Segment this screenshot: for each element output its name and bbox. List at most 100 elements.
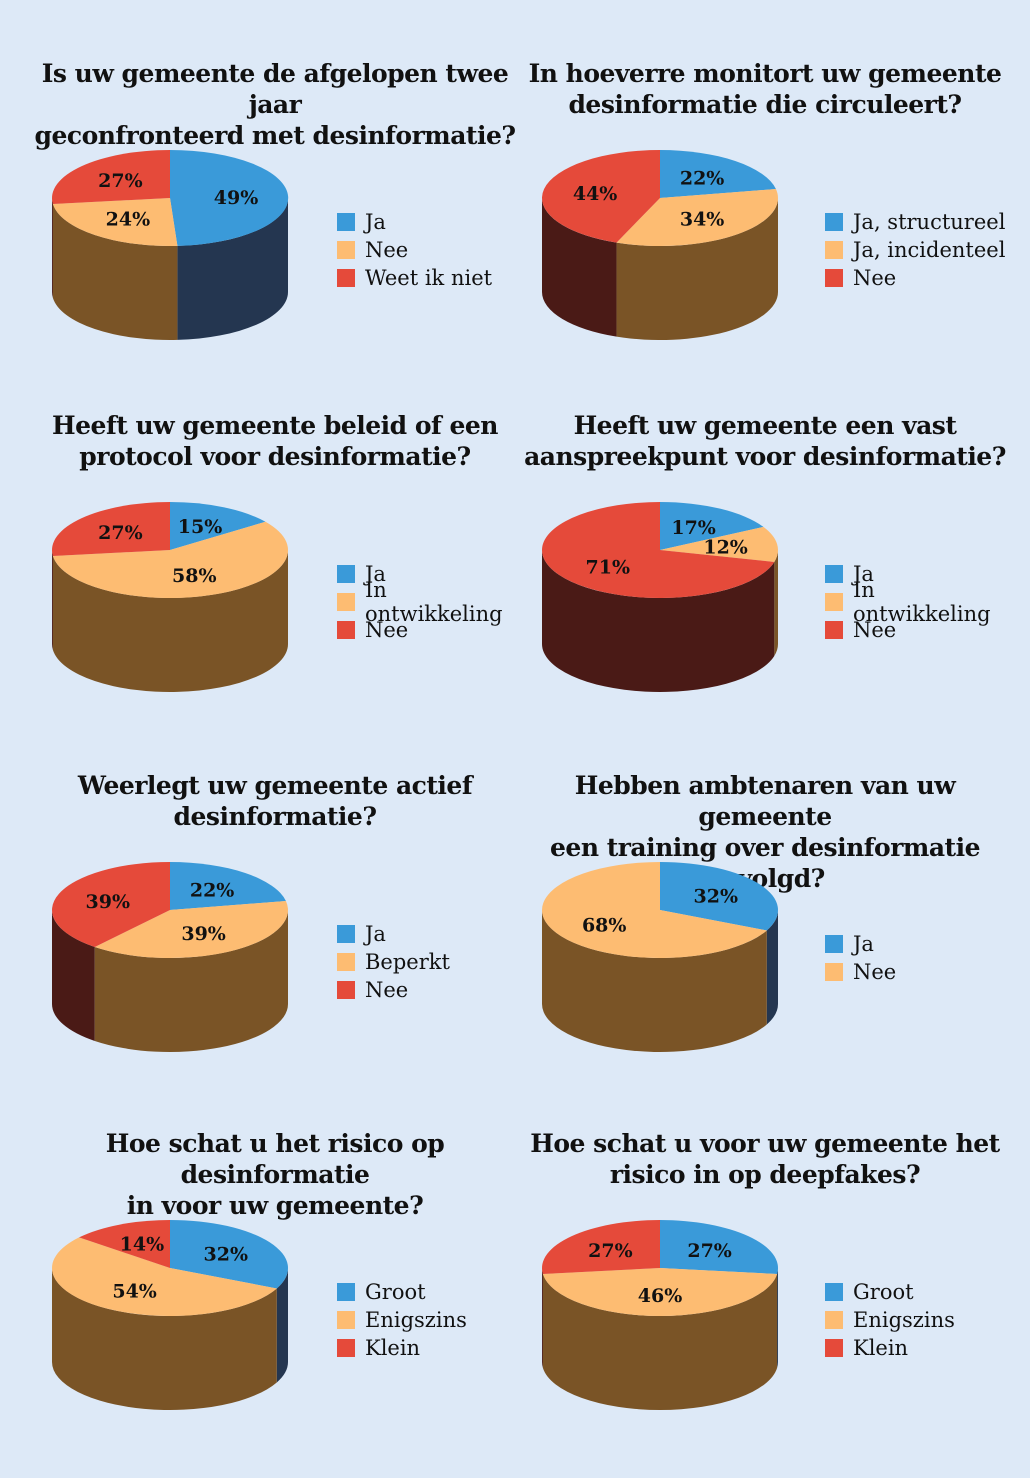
- slice-value-label: 44%: [573, 183, 618, 205]
- legend-label: In ontwikkeling: [853, 578, 991, 626]
- legend-swatch: [825, 213, 843, 231]
- chart-title-line: In hoeverre monitort uw gemeente: [528, 59, 1002, 88]
- chart-legend: Ja Nee: [825, 930, 896, 986]
- legend-item: Ja, incidenteel: [825, 236, 1005, 264]
- chart-title-line: desinformatie?: [173, 802, 378, 831]
- legend-label: Klein: [365, 1336, 421, 1360]
- legend-label: Ja: [365, 210, 386, 234]
- pie-side-nee: [542, 198, 617, 337]
- legend-label: Enigszins: [853, 1308, 955, 1332]
- legend-label: Ja: [365, 922, 386, 946]
- pie-slice-nee: [52, 862, 170, 947]
- pie-slice-nee: [542, 862, 767, 958]
- chart-title-line: Is uw gemeente de afgelopen twee jaar: [41, 59, 509, 119]
- legend-item: Nee: [825, 616, 1015, 644]
- pie-slice-groot: [170, 1220, 289, 1289]
- chart-title: Weerlegt uw gemeente actief desinformatie…: [25, 770, 525, 832]
- chart-title-line: geconfronteerd met desinformatie?: [34, 121, 516, 150]
- legend-item: Ja: [337, 208, 492, 236]
- legend-label: Klein: [853, 1336, 909, 1360]
- legend-swatch: [337, 1339, 355, 1357]
- chart-legend: Ja, structureel Ja, incidenteel Nee: [825, 208, 1005, 292]
- legend-label: In ontwikkeling: [365, 578, 503, 626]
- chart-legend: Ja In ontwikkeling Nee: [337, 560, 525, 644]
- chart-legend: Groot Enigszins Klein: [825, 1278, 955, 1362]
- legend-item: In ontwikkeling: [825, 578, 1015, 626]
- pie-side-beperkt: [94, 910, 288, 1052]
- legend-label: Nee: [365, 238, 409, 262]
- legend-swatch: [825, 1339, 843, 1357]
- pie-chart: 32% 68%: [542, 862, 779, 1053]
- legend-label: Ja, incidenteel: [853, 238, 1006, 262]
- legend-item: Nee: [337, 236, 492, 264]
- pie-slice-ja-incidenteel: [616, 189, 778, 247]
- legend-swatch: [337, 981, 355, 999]
- pie-side-klein: [542, 1268, 543, 1369]
- legend-label: Ja, structureel: [853, 210, 1006, 234]
- chart-title: Hoe schat u voor uw gemeente het risico i…: [515, 1128, 1015, 1190]
- legend-swatch: [825, 963, 843, 981]
- chart-title-line: desinformatie die circuleert?: [568, 90, 962, 119]
- slice-value-label: 34%: [680, 209, 725, 231]
- legend-swatch: [337, 1283, 355, 1301]
- chart-panel: Weerlegt uw gemeente actief desinformatie…: [25, 770, 525, 1110]
- chart-panel: Heeft uw gemeente een vast aanspreekpunt …: [515, 410, 1015, 750]
- legend-item: Groot: [825, 1278, 955, 1306]
- legend-label: Nee: [365, 618, 409, 642]
- legend-swatch: [337, 241, 355, 259]
- chart-title-line: Heeft uw gemeente beleid of een: [52, 411, 498, 440]
- legend-item: Klein: [825, 1334, 955, 1362]
- pie-slice-weet-ik-niet: [51, 150, 170, 205]
- pie-slice-nee: [541, 502, 775, 598]
- legend-swatch: [337, 621, 355, 639]
- pie-slice-ja-structureel: [660, 150, 776, 198]
- pie-side-groot: [777, 1268, 778, 1369]
- slice-value-label: 22%: [680, 167, 725, 189]
- legend-swatch: [337, 1311, 355, 1329]
- pie-chart: 32% 54% 14%: [52, 1220, 289, 1411]
- chart-panel: In hoeverre monitort uw gemeente desinfor…: [515, 58, 1015, 398]
- legend-label: Nee: [853, 960, 897, 984]
- pie-side-nee: [52, 550, 53, 651]
- pie-slice-enigszins: [52, 1237, 277, 1316]
- pie-slice-nee: [51, 502, 170, 557]
- chart-title: Is uw gemeente de afgelopen twee jaar gec…: [25, 58, 525, 151]
- pie-slice-in-ontwikkeling: [52, 521, 289, 599]
- chart-title-line: Heeft uw gemeente een vast: [573, 411, 957, 440]
- legend-swatch: [825, 1283, 843, 1301]
- chart-legend: Ja Beperkt Nee: [337, 920, 450, 1004]
- legend-label: Weet ik niet: [365, 266, 493, 290]
- slice-value-label: 14%: [120, 1234, 165, 1256]
- pie-chart: 17%12% 71%: [541, 502, 778, 692]
- chart-title: Hoe schat u het risico op desinformatie i…: [25, 1128, 525, 1221]
- slice-value-label: 39%: [86, 891, 130, 913]
- legend-item: Beperkt: [337, 948, 450, 976]
- slice-value-label: 27%: [588, 1240, 633, 1262]
- pie-chart: 15% 58% 27%: [51, 502, 289, 693]
- legend-item: Nee: [337, 976, 450, 1004]
- chart-title-line: Hoe schat u het risico op desinformatie: [105, 1129, 445, 1189]
- legend-item: Ja: [337, 920, 450, 948]
- slice-value-label: 39%: [181, 923, 226, 945]
- slice-value-label: 58%: [172, 565, 217, 587]
- pie-side-nee: [542, 550, 775, 692]
- pie-slice-groot: [660, 1220, 779, 1275]
- pie-slice-nee: [541, 150, 660, 243]
- legend-item: Klein: [337, 1334, 467, 1362]
- chart-title-line: Hoe schat u voor uw gemeente het: [530, 1129, 1000, 1158]
- legend-item: Ja: [825, 560, 1015, 588]
- slice-value-label: 27%: [98, 522, 142, 544]
- slice-value-label: 71%: [586, 557, 631, 579]
- legend-label: Groot: [365, 1280, 426, 1304]
- pie-chart: 27% 46% 27%: [541, 1220, 779, 1411]
- slice-value-label: 54%: [112, 1281, 157, 1303]
- legend-label: Enigszins: [365, 1308, 467, 1332]
- pie-chart: 22% 34% 44%: [541, 150, 778, 341]
- chart-title: Heeft uw gemeente een vast aanspreekpunt …: [515, 410, 1015, 472]
- legend-swatch: [337, 925, 355, 943]
- legend-item: Enigszins: [337, 1306, 467, 1334]
- pie-side-enigszins: [52, 1268, 277, 1411]
- pie-side-in-ontwikkeling: [774, 550, 778, 656]
- legend-swatch: [825, 565, 843, 583]
